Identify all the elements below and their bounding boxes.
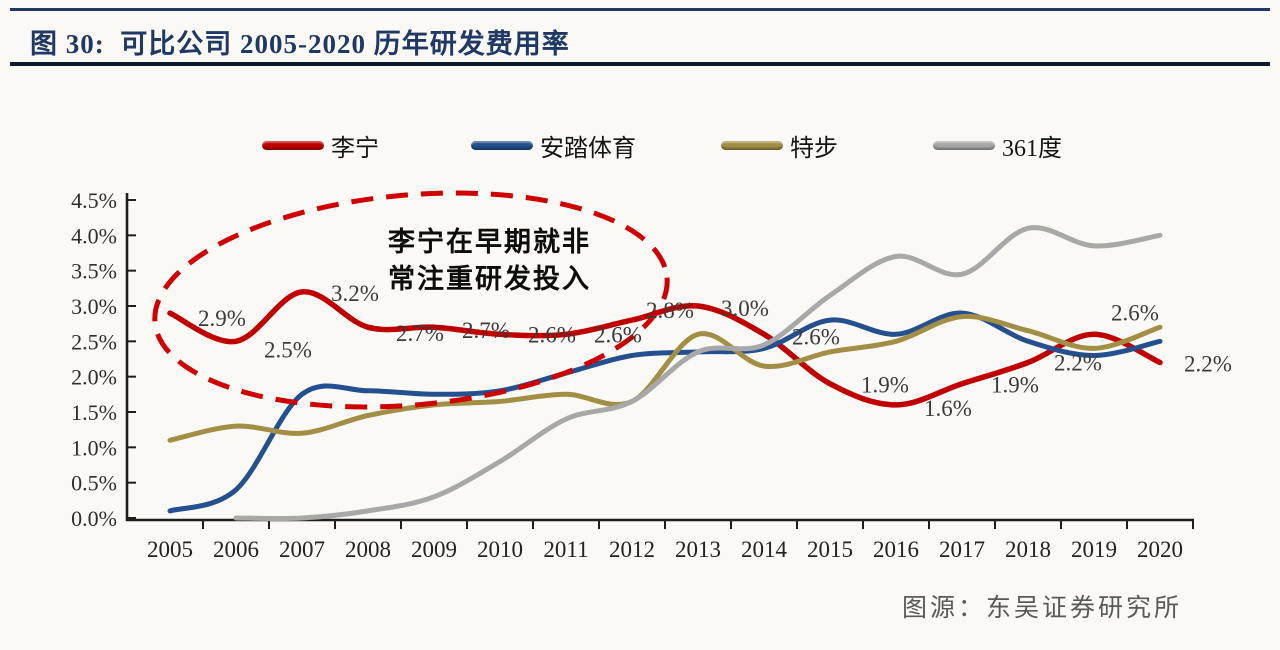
- legend-label: 李宁: [331, 135, 379, 162]
- svg-text:2.6%: 2.6%: [1111, 300, 1159, 325]
- series-line-3: [233, 225, 1163, 522]
- svg-text:2017: 2017: [939, 537, 985, 562]
- series-line-0: [167, 289, 1163, 408]
- svg-text:3.0%: 3.0%: [721, 296, 769, 321]
- svg-text:2016: 2016: [873, 537, 919, 562]
- svg-text:2.8%: 2.8%: [646, 298, 694, 323]
- svg-text:1.9%: 1.9%: [861, 373, 909, 398]
- series-line-2: [167, 313, 1163, 443]
- svg-text:2020: 2020: [1137, 537, 1183, 562]
- svg-text:2011: 2011: [543, 537, 588, 562]
- source-caption: 图源：东吴证券研究所: [901, 594, 1182, 622]
- svg-text:2007: 2007: [279, 537, 325, 562]
- svg-text:2.6%: 2.6%: [528, 322, 576, 347]
- svg-text:2.5%: 2.5%: [71, 329, 117, 354]
- svg-text:2018: 2018: [1005, 537, 1051, 562]
- svg-text:2.6%: 2.6%: [792, 324, 840, 349]
- legend-label: 361度: [1002, 135, 1062, 162]
- svg-text:3.5%: 3.5%: [71, 259, 117, 284]
- legend-item-xtep: 特步: [721, 129, 838, 162]
- chart-legend: 李宁 安踏体育 特步 361度: [0, 129, 1280, 162]
- legend-label: 特步: [790, 135, 838, 162]
- svg-text:1.6%: 1.6%: [924, 396, 972, 421]
- svg-text:4.0%: 4.0%: [71, 223, 117, 248]
- svg-text:1.9%: 1.9%: [991, 373, 1039, 398]
- svg-text:2008: 2008: [345, 537, 391, 562]
- svg-text:2019: 2019: [1071, 537, 1117, 562]
- legend-item-361: 361度: [933, 129, 1062, 162]
- emphasis-ellipse: [152, 190, 670, 410]
- svg-text:2.2%: 2.2%: [1054, 351, 1102, 376]
- title-divider-rule: [10, 62, 1270, 66]
- legend-item-lining: 李宁: [262, 129, 379, 162]
- svg-text:2005: 2005: [147, 537, 193, 562]
- svg-text:2.2%: 2.2%: [1184, 352, 1232, 377]
- svg-text:1.5%: 1.5%: [71, 400, 117, 425]
- svg-text:2009: 2009: [411, 537, 457, 562]
- svg-text:2.5%: 2.5%: [264, 337, 312, 362]
- svg-text:2014: 2014: [741, 537, 788, 562]
- svg-text:2.6%: 2.6%: [594, 322, 642, 347]
- svg-text:1.0%: 1.0%: [71, 435, 117, 460]
- x-axis-labels: 2005 2006 2007 2008 2009 2010 2011 2012 2013 2014…: [147, 520, 1194, 562]
- svg-text:2006: 2006: [213, 537, 259, 562]
- legend-label: 安踏体育: [540, 135, 636, 162]
- svg-text:2015: 2015: [807, 537, 853, 562]
- figure-title: 图 30: 可比公司 2005-2020 历年研发费用率: [30, 29, 570, 59]
- annotation-line-1: 李宁在早期就非: [388, 227, 591, 257]
- series-line-1: [167, 310, 1163, 514]
- data-labels: 2.9%2.5%3.2%2.7% 2.7% 2.6% 2.6%2.8% 3.0%2.6%…: [198, 281, 1232, 421]
- svg-text:3.2%: 3.2%: [331, 281, 379, 306]
- svg-text:2.7%: 2.7%: [462, 318, 510, 343]
- y-axis-labels: 0.0% 0.5% 1.0% 1.5% 2.0% 2.5% 3.0% 3.5% 4.0% 4.5%: [71, 188, 136, 531]
- svg-text:4.5%: 4.5%: [71, 188, 117, 213]
- annotation-line-2: 常注重研发投入: [388, 264, 591, 294]
- legend-item-anta: 安踏体育: [471, 129, 636, 162]
- svg-text:3.0%: 3.0%: [71, 294, 117, 319]
- legend-marker-xtep: [721, 140, 783, 150]
- legend-marker-lining: [262, 140, 324, 150]
- svg-text:2.0%: 2.0%: [71, 365, 117, 390]
- svg-text:0.5%: 0.5%: [71, 471, 117, 496]
- svg-text:2012: 2012: [609, 537, 655, 562]
- svg-text:2010: 2010: [477, 537, 523, 562]
- svg-text:2013: 2013: [675, 537, 721, 562]
- legend-marker-361: [933, 140, 995, 150]
- legend-marker-anta: [471, 140, 533, 150]
- svg-text:0.0%: 0.0%: [71, 506, 117, 531]
- top-rule: [10, 8, 1270, 11]
- series-lines: [167, 225, 1163, 522]
- annotation-callout: 李宁在早期就非 常注重研发投入: [388, 224, 591, 298]
- svg-text:2.7%: 2.7%: [396, 321, 444, 346]
- svg-text:2.9%: 2.9%: [198, 306, 246, 331]
